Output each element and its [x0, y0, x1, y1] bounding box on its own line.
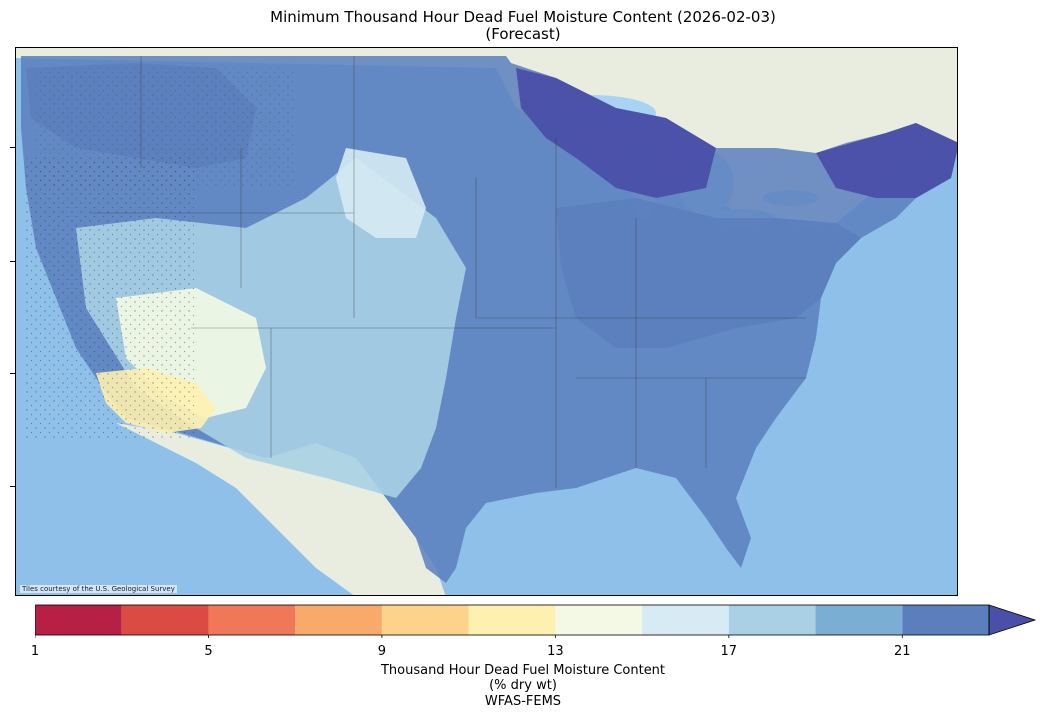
colorbar-bin-3 — [295, 605, 382, 635]
moisture-zone-northeast — [516, 68, 716, 198]
colorbar-bin-0 — [35, 605, 122, 635]
colorbar-tick-label: 17 — [720, 644, 738, 659]
map-subtitle: (Forecast) — [485, 25, 561, 43]
colorbar-tick-label: 1 — [30, 644, 40, 659]
y-tick — [10, 373, 15, 374]
map-canvas — [16, 48, 957, 595]
colorbar-bin-7 — [642, 605, 729, 635]
colorbar-bin-1 — [121, 605, 209, 635]
state-boundaries — [91, 56, 806, 488]
y-tick — [10, 261, 15, 262]
colorbar-label: Thousand Hour Dead Fuel Moisture Content — [380, 663, 666, 678]
moisture-zone-plains — [336, 148, 426, 238]
moisture-zone-newengland — [816, 123, 957, 198]
colorbar-frame — [35, 604, 990, 636]
station-stipple-west — [26, 158, 196, 438]
colorbar-units: (% dry wt) — [489, 678, 557, 693]
colorbar-bin-2 — [208, 605, 296, 635]
y-tick — [10, 486, 15, 487]
y-tick — [10, 147, 15, 148]
colorbar-tick-label: 13 — [547, 644, 564, 659]
tile-attribution: Tiles courtesy of the U.S. Geological Su… — [20, 585, 177, 593]
colorbar-bin-10 — [902, 605, 989, 635]
colorbar-bin-5 — [468, 605, 556, 635]
colorbar-bin-6 — [555, 605, 643, 635]
colorbar-bin-4 — [381, 605, 469, 635]
colorbar-bin-9 — [815, 605, 903, 635]
station-stipple-north — [36, 68, 296, 188]
colorbar — [35, 604, 1037, 638]
colorbar-tick-label: 9 — [377, 644, 387, 659]
colorbar-tick-label: 21 — [893, 644, 911, 659]
colorbar-extend-arrow — [988, 604, 1037, 636]
colorbar-bin-8 — [728, 605, 816, 635]
mexico-land — [116, 423, 446, 595]
map-title: Minimum Thousand Hour Dead Fuel Moisture… — [270, 8, 776, 26]
colorbar-tick-label: 5 — [204, 644, 213, 659]
fuel-moisture-map: Tiles courtesy of the U.S. Geological Su… — [15, 47, 958, 596]
data-source: WFAS-FEMS — [484, 694, 562, 709]
moisture-zone-east — [556, 198, 861, 348]
